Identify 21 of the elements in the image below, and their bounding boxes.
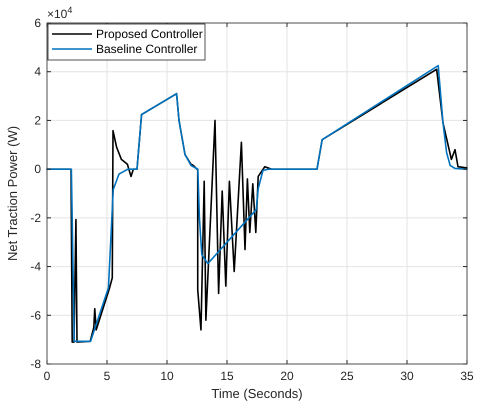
x-tick-label: 25 [340,369,354,383]
y-tick-label: 0 [34,162,42,176]
x-tick-label: 30 [400,369,414,383]
x-tick-label: 5 [104,369,111,383]
x-tick-label: 20 [280,369,294,383]
x-axis-title: Time (Seconds) [211,386,303,401]
y-tick-label: -4 [30,260,42,274]
legend-label: Proposed Controller [96,27,203,41]
x-tick-label: 15 [220,369,234,383]
x-tick-label: 0 [44,369,51,383]
y-tick-label: 4 [34,64,42,79]
text: ×10$^{4}$ [47,5,72,21]
x-tick-label: 10 [160,369,174,383]
legend-label: Baseline Controller [96,42,198,56]
y-tick-label: 6 [34,16,42,30]
y-tick-label: -2 [30,210,42,225]
y-tick-label: -6 [30,308,42,322]
y-axis-title: Net Traction Power (W) [5,126,20,262]
y-tick-label: -8 [30,357,42,371]
x-tick-label: 35 [460,369,474,383]
y-tick-label: 2 [34,113,42,128]
